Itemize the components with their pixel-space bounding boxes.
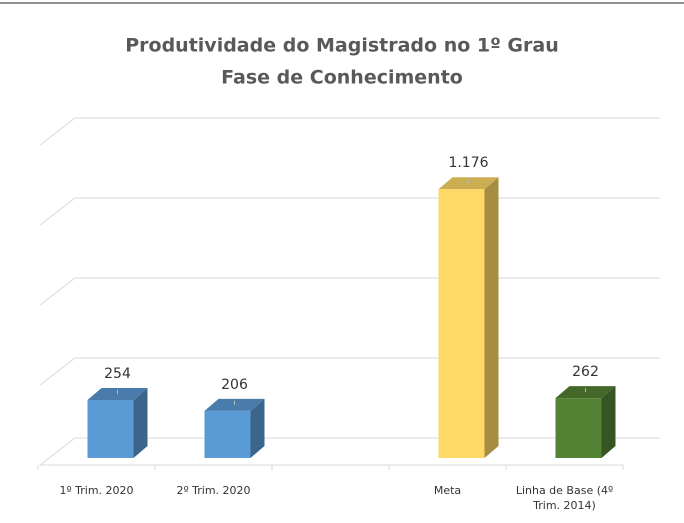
bar xyxy=(87,387,148,458)
data-label: 254 xyxy=(104,366,131,382)
x-tick-label: Meta xyxy=(433,484,462,497)
data-label: 1.176 xyxy=(448,155,488,171)
bar-side xyxy=(484,177,499,458)
bar-front xyxy=(555,398,602,458)
bar xyxy=(555,386,616,458)
grid-line xyxy=(39,197,660,226)
bar-side xyxy=(250,398,265,458)
chart-subtitle: Fase de Conhecimento xyxy=(221,67,463,89)
bar xyxy=(204,398,265,458)
bar-front xyxy=(87,399,134,458)
bar-side xyxy=(133,387,148,458)
bar xyxy=(438,177,499,458)
chart-title: Produtividade do Magistrado no 1º Grau xyxy=(125,35,559,57)
grid-line xyxy=(39,357,660,386)
grid-line xyxy=(39,277,660,306)
bar-front xyxy=(438,189,485,458)
data-label: 206 xyxy=(221,377,248,393)
grid-line xyxy=(39,117,660,146)
data-label: 262 xyxy=(572,364,599,380)
x-tick-label: 2º Trim. 2020 xyxy=(176,484,251,497)
x-tick-label: Linha de Base (4º Trim. 2014) xyxy=(515,484,614,512)
bar-side xyxy=(601,386,616,458)
x-tick-label: 1º Trim. 2020 xyxy=(59,484,134,497)
bar-front xyxy=(204,410,251,458)
